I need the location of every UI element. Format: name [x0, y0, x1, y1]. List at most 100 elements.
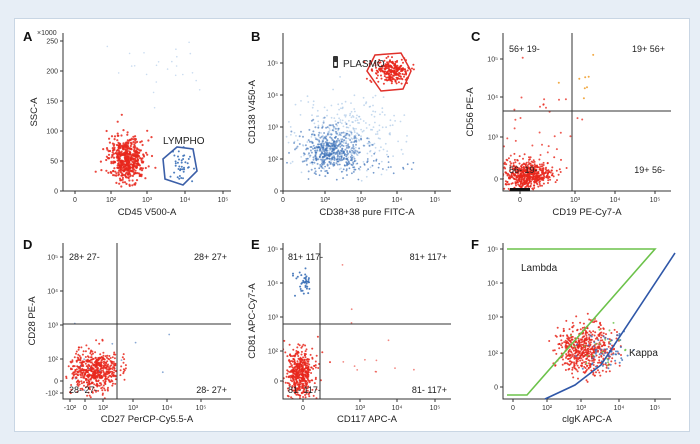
event-point — [328, 157, 331, 160]
event-point — [374, 370, 377, 373]
event-point — [542, 164, 545, 166]
event-point — [314, 149, 316, 152]
event-point — [568, 360, 571, 363]
event-point — [109, 380, 112, 383]
event-point — [286, 355, 289, 358]
event-point — [574, 352, 576, 355]
event-point — [383, 114, 386, 116]
event-point — [318, 174, 321, 177]
event-point — [102, 364, 105, 367]
event-point — [91, 366, 94, 369]
y-tick-label: 250 — [46, 39, 58, 46]
event-point — [110, 171, 113, 175]
event-point — [581, 367, 584, 370]
event-point — [296, 363, 299, 366]
event-point — [152, 91, 155, 94]
event-point — [121, 176, 124, 179]
event-point — [560, 344, 563, 347]
event-point — [307, 178, 310, 180]
event-point — [312, 104, 315, 106]
event-point — [511, 182, 514, 185]
event-point — [610, 332, 613, 334]
event-point — [569, 340, 571, 342]
event-point — [542, 161, 545, 164]
event-point — [592, 345, 595, 348]
event-point — [541, 170, 543, 173]
event-point — [309, 369, 311, 371]
event-point — [502, 199, 504, 201]
event-point — [287, 141, 290, 144]
event-point — [184, 161, 187, 164]
event-point — [300, 171, 303, 174]
event-point — [130, 148, 133, 151]
event-point — [290, 133, 292, 136]
event-point — [349, 124, 351, 127]
x-tick-label: 10² — [320, 197, 331, 204]
event-point — [562, 334, 565, 337]
event-point — [328, 131, 331, 133]
event-point — [350, 141, 353, 144]
event-point — [294, 369, 297, 372]
event-point — [81, 373, 84, 376]
event-point — [99, 160, 102, 163]
axes-b — [282, 33, 451, 192]
event-point — [403, 68, 406, 71]
event-point — [331, 138, 334, 141]
y-tick-label: 200 — [46, 69, 58, 76]
event-point — [588, 342, 591, 345]
event-point — [572, 324, 575, 327]
event-point — [600, 336, 602, 339]
event-point — [147, 139, 150, 142]
event-point — [86, 383, 89, 386]
event-point — [100, 169, 103, 172]
event-point — [60, 361, 62, 363]
event-point — [292, 272, 294, 275]
event-point — [573, 345, 576, 348]
event-point — [336, 132, 338, 135]
event-point — [296, 360, 299, 363]
event-point — [347, 143, 350, 146]
event-point — [340, 140, 343, 143]
event-point — [600, 334, 603, 337]
gate-lambda — [507, 248, 657, 396]
y-tick-label: 0 — [494, 385, 498, 392]
event-point — [376, 74, 379, 77]
event-point — [99, 376, 102, 379]
event-point — [128, 159, 132, 162]
event-point — [528, 172, 531, 175]
event-point — [96, 376, 99, 379]
event-point — [338, 168, 341, 171]
event-point — [555, 148, 558, 151]
event-point — [395, 82, 398, 85]
event-point — [298, 271, 301, 274]
event-point — [593, 320, 596, 323]
events-c — [502, 53, 595, 201]
axes-f — [502, 243, 671, 400]
event-point — [581, 326, 584, 329]
event-point — [607, 361, 610, 364]
event-point — [67, 365, 70, 368]
event-point — [357, 122, 359, 124]
event-point — [353, 108, 356, 110]
event-point — [580, 341, 583, 344]
event-point — [177, 150, 180, 153]
event-point — [536, 166, 539, 169]
event-point — [69, 360, 72, 363]
event-point — [173, 154, 176, 157]
event-point — [294, 400, 296, 402]
x-tick-label: -10² — [64, 405, 77, 412]
event-point — [356, 114, 358, 117]
event-point — [520, 96, 523, 99]
event-point — [351, 172, 353, 175]
y-tick-label: 0 — [54, 379, 58, 386]
event-point — [127, 139, 131, 142]
event-point — [77, 353, 80, 356]
event-point — [268, 138, 270, 140]
event-point — [284, 381, 287, 384]
event-point — [130, 163, 133, 166]
event-point — [175, 48, 177, 50]
event-point — [389, 77, 392, 80]
event-point — [604, 362, 607, 364]
event-point — [346, 157, 349, 160]
event-point — [632, 349, 635, 352]
